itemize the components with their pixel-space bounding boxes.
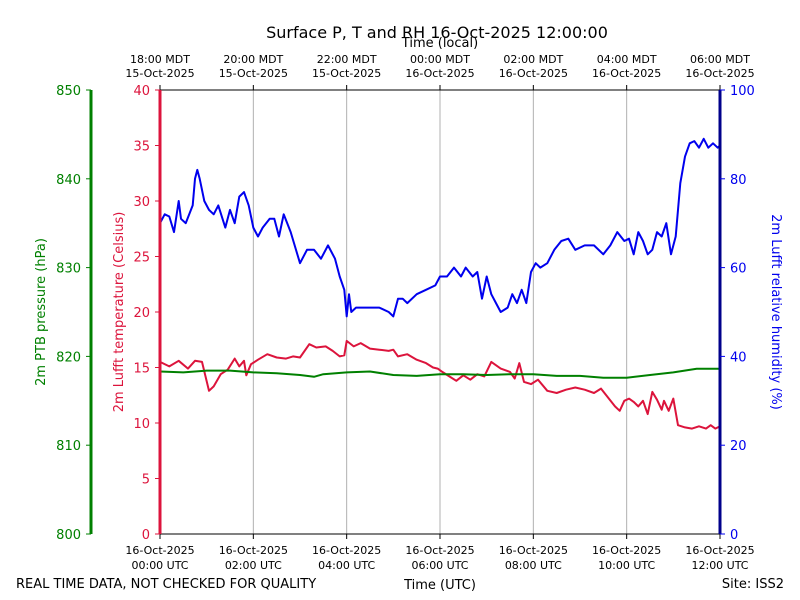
local-tick-time: 00:00 MDT: [410, 53, 470, 66]
humidity-tick-label: 100: [730, 84, 755, 99]
humidity-tick-label: 80: [730, 173, 747, 188]
local-tick-time: 06:00 MDT: [690, 53, 750, 66]
utc-tick-date: 16-Oct-2025: [592, 544, 661, 557]
utc-tick-date: 16-Oct-2025: [685, 544, 754, 557]
pressure-tick-label: 820: [56, 350, 81, 365]
temperature-tick-label: 10: [133, 417, 150, 432]
local-tick-time: 02:00 MDT: [503, 53, 563, 66]
humidity-tick-label: 40: [730, 350, 747, 365]
temperature-tick-label: 35: [133, 140, 150, 155]
quality-footer: REAL TIME DATA, NOT CHECKED FOR QUALITY: [16, 577, 316, 592]
humidity-tick-label: 60: [730, 262, 747, 277]
utc-tick-date: 16-Oct-2025: [125, 544, 194, 557]
temperature-line: [159, 339, 721, 430]
pressure-line: [159, 367, 720, 379]
temperature-tick-label: 25: [133, 251, 150, 266]
local-tick-date: 16-Oct-2025: [499, 67, 568, 80]
temperature-tick-label: 40: [133, 84, 150, 99]
local-tick-date: 15-Oct-2025: [219, 67, 288, 80]
humidity-line: [159, 137, 721, 318]
utc-tick-time: 04:00 UTC: [318, 559, 375, 572]
humidity-tick-label: 0: [730, 528, 738, 543]
local-tick-date: 15-Oct-2025: [125, 67, 194, 80]
utc-tick-time: 06:00 UTC: [411, 559, 468, 572]
series-group: [159, 137, 721, 430]
local-tick-date: 16-Oct-2025: [405, 67, 474, 80]
pressure-tick-label: 850: [56, 84, 81, 99]
temperature-tick-label: 15: [133, 362, 150, 377]
utc-tick-time: 02:00 UTC: [225, 559, 282, 572]
utc-tick-time: 12:00 UTC: [691, 559, 748, 572]
top-axis-title: Time (local): [401, 36, 478, 51]
utc-tick-date: 16-Oct-2025: [405, 544, 474, 557]
humidity-tick-label: 20: [730, 439, 747, 454]
temperature-tick-label: 5: [142, 473, 150, 488]
plot-frame: [89, 89, 722, 535]
temperature-tick-label: 30: [133, 195, 150, 210]
humidity-axis-label: 2m Lufft relative humidity (%): [768, 214, 783, 410]
local-tick-time: 20:00 MDT: [223, 53, 283, 66]
axis-ticks: 16-Oct-2025 00:00 UTC 16-Oct-2025 02:00 UTC…: [56, 53, 755, 572]
utc-tick-date: 16-Oct-2025: [312, 544, 381, 557]
temperature-axis-label: 2m Lufft temperature (Celsius): [112, 212, 127, 413]
local-tick-date: 15-Oct-2025: [312, 67, 381, 80]
local-tick-date: 16-Oct-2025: [592, 67, 661, 80]
chart-title: Surface P, T and RH 16-Oct-2025 12:00:00: [266, 23, 608, 42]
pressure-tick-label: 830: [56, 262, 81, 277]
pressure-tick-label: 840: [56, 173, 81, 188]
local-tick-time: 22:00 MDT: [317, 53, 377, 66]
site-label: Site: ISS2: [722, 577, 784, 592]
pressure-axis-label: 2m PTB pressure (hPa): [34, 238, 49, 386]
local-tick-time: 18:00 MDT: [130, 53, 190, 66]
pressure-tick-label: 800: [56, 528, 81, 543]
vertical-gridlines: [252, 90, 628, 534]
pressure-tick-label: 810: [56, 439, 81, 454]
temperature-tick-label: 20: [133, 306, 150, 321]
utc-tick-time: 08:00 UTC: [505, 559, 562, 572]
local-tick-time: 04:00 MDT: [597, 53, 657, 66]
utc-tick-time: 00:00 UTC: [131, 559, 188, 572]
utc-tick-date: 16-Oct-2025: [499, 544, 568, 557]
utc-tick-time: 10:00 UTC: [598, 559, 655, 572]
utc-tick-date: 16-Oct-2025: [219, 544, 288, 557]
local-tick-date: 16-Oct-2025: [685, 67, 754, 80]
x-axis-title: Time (UTC): [403, 578, 476, 593]
temperature-tick-label: 0: [142, 528, 150, 543]
